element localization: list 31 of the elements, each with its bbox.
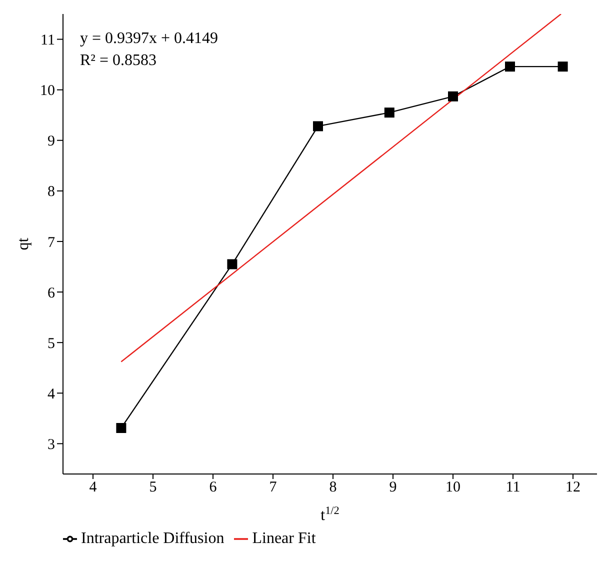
point xyxy=(313,121,323,132)
x-tick-label: 7 xyxy=(269,480,278,496)
point xyxy=(558,62,568,72)
point xyxy=(384,108,394,118)
x-tick-label: 8 xyxy=(329,480,337,496)
y-tick-label: 3 xyxy=(48,436,55,453)
y-tick-label: 9 xyxy=(48,134,55,150)
x-tick-label: 10 xyxy=(446,480,460,496)
x-tick-label: 5 xyxy=(149,480,157,496)
point xyxy=(227,259,238,270)
x-tick-label: 4 xyxy=(89,480,98,496)
x-tick-label: 12 xyxy=(566,480,580,496)
legend-label: Intraparticle Diffusion xyxy=(81,530,224,547)
y-tick-label: 10 xyxy=(40,83,55,100)
y-tick-label: 8 xyxy=(48,184,55,200)
x-tick-label: 9 xyxy=(389,480,397,496)
legend-label: Linear Fit xyxy=(252,530,316,547)
x-tick-label: 6 xyxy=(209,480,218,496)
y-tick-label: 5 xyxy=(48,336,55,352)
point xyxy=(116,423,126,433)
y-axis-title: qt xyxy=(15,237,32,250)
y-tick-label: 11 xyxy=(40,32,55,49)
x-tick-label: 11 xyxy=(506,480,520,496)
y-tick-label: 6 xyxy=(48,285,56,302)
y-tick-label: 7 xyxy=(48,234,56,251)
annotation: R² = 0.8583 xyxy=(80,51,158,71)
point xyxy=(448,91,458,102)
annotation: y = 0.9397x + 0.4149 xyxy=(80,29,218,49)
point xyxy=(505,62,515,72)
x-axis-title: t$^{1/2}$ xyxy=(320,505,340,524)
y-tick-label: 4 xyxy=(48,386,56,402)
